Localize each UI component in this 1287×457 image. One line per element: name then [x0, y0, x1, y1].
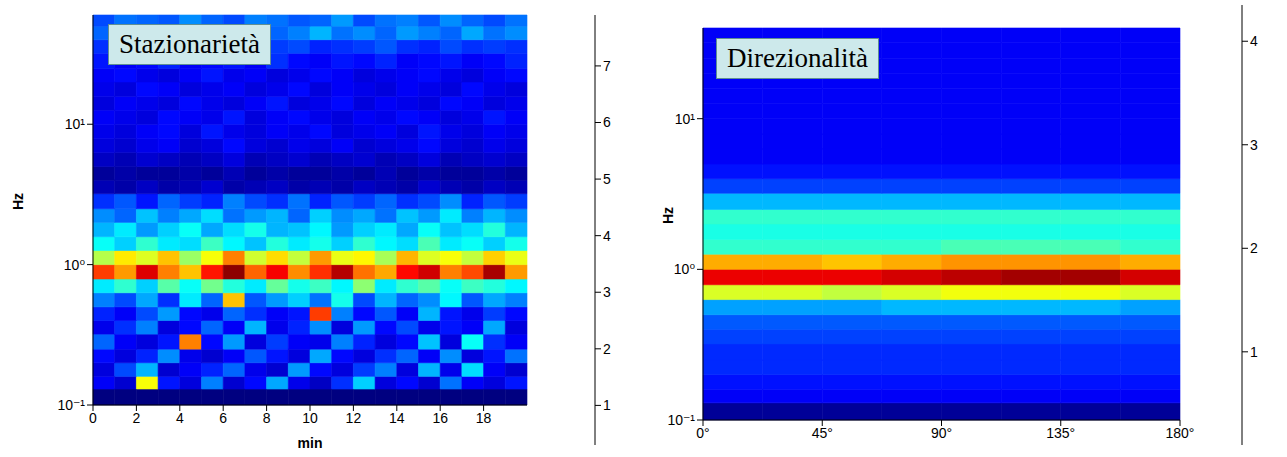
svg-text:7: 7: [603, 58, 611, 74]
svg-text:10¹: 10¹: [65, 116, 86, 132]
svg-text:90°: 90°: [931, 425, 952, 441]
svg-text:1: 1: [603, 397, 611, 413]
svg-text:10¹: 10¹: [675, 111, 696, 127]
svg-text:5: 5: [603, 171, 611, 187]
svg-text:10⁻¹: 10⁻¹: [57, 397, 85, 413]
svg-text:0: 0: [89, 410, 97, 426]
svg-text:4: 4: [176, 410, 184, 426]
svg-text:135°: 135°: [1046, 425, 1075, 441]
svg-text:2: 2: [1250, 240, 1258, 256]
svg-text:8: 8: [263, 410, 271, 426]
svg-text:3: 3: [1250, 137, 1258, 153]
svg-text:0°: 0°: [696, 425, 709, 441]
svg-text:10⁰: 10⁰: [674, 261, 696, 277]
svg-text:4: 4: [1250, 33, 1258, 49]
svg-text:1: 1: [1250, 344, 1258, 360]
svg-text:6: 6: [603, 114, 611, 130]
svg-text:3: 3: [603, 284, 611, 300]
svg-text:180°: 180°: [1166, 425, 1195, 441]
svg-text:Hz: Hz: [660, 207, 676, 224]
svg-text:18: 18: [476, 410, 492, 426]
svg-text:10: 10: [302, 410, 318, 426]
html-text:Direzionalità: Direzionalità: [727, 43, 868, 73]
svg-text:10⁻¹: 10⁻¹: [667, 412, 695, 428]
svg-text:2: 2: [133, 410, 141, 426]
svg-text:12: 12: [346, 410, 362, 426]
html-text:Stazionarietà: Stazionarietà: [119, 29, 260, 59]
svg-text:10⁰: 10⁰: [64, 257, 86, 273]
svg-text:Hz: Hz: [10, 193, 26, 210]
svg-text:2: 2: [603, 341, 611, 357]
svg-text:14: 14: [389, 410, 405, 426]
svg-text:45°: 45°: [812, 425, 833, 441]
svg-text:min: min: [298, 435, 323, 451]
svg-text:4: 4: [603, 228, 611, 244]
svg-text:6: 6: [219, 410, 227, 426]
svg-text:16: 16: [432, 410, 448, 426]
